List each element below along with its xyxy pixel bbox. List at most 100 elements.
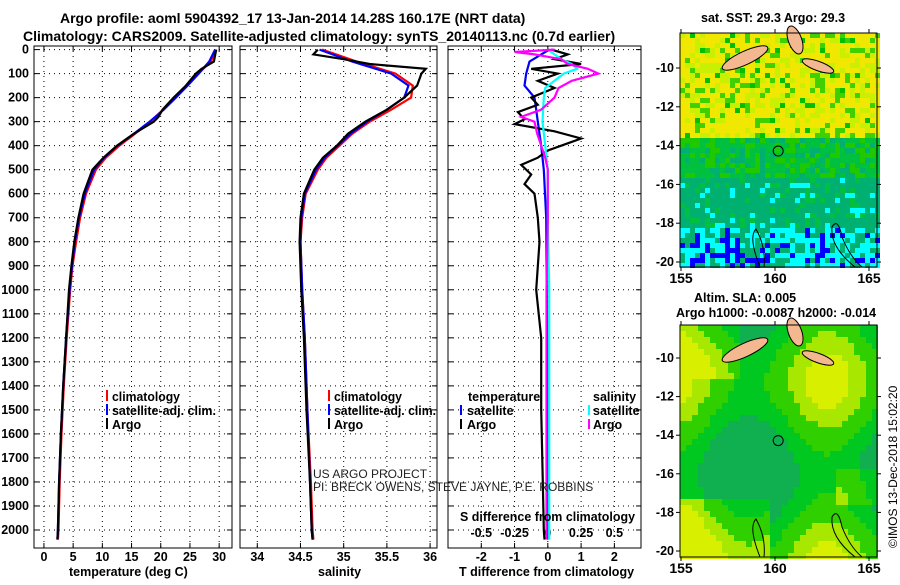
map-cell — [780, 263, 785, 268]
map-cell — [830, 553, 836, 559]
map-cell — [685, 103, 690, 108]
map-cell — [835, 73, 840, 78]
map-cell — [685, 48, 690, 53]
map-cell — [790, 238, 795, 243]
map-cell — [794, 379, 800, 385]
map-cell — [686, 427, 692, 433]
map-cell — [750, 258, 755, 263]
legend-swatch-argo — [106, 418, 108, 429]
map-cell — [734, 379, 740, 385]
map-cell — [764, 325, 770, 331]
map-cell — [760, 108, 765, 113]
map-cell — [755, 208, 760, 213]
map-cell — [818, 535, 824, 541]
map-cell — [770, 397, 776, 403]
legend-label: satellite — [467, 404, 514, 418]
map-cell — [692, 331, 698, 337]
map-cell — [795, 223, 800, 228]
map-cell — [690, 218, 695, 223]
map-cell — [734, 391, 740, 397]
map-cell — [764, 529, 770, 535]
map-cell — [686, 475, 692, 481]
map-cell — [685, 98, 690, 103]
map-cell — [686, 367, 692, 373]
map-cell — [730, 73, 735, 78]
map-cell — [710, 337, 716, 343]
map-cell — [755, 43, 760, 48]
map-cell — [872, 373, 878, 379]
map-cell — [752, 409, 758, 415]
map-cell — [720, 33, 725, 38]
map-cell — [830, 415, 836, 421]
map-cell — [860, 373, 866, 379]
depth-tick-label: 2000 — [1, 523, 29, 537]
credit-line2: PI: BRECK OWENS, STEVE JAYNE, P.E. ROBBI… — [313, 480, 593, 494]
map-cell — [745, 133, 750, 138]
map-cell — [860, 457, 866, 463]
map-cell — [722, 529, 728, 535]
map-cell — [805, 113, 810, 118]
map-cell — [820, 188, 825, 193]
map-cell — [872, 535, 878, 541]
map-cell — [705, 228, 710, 233]
map-cell — [746, 427, 752, 433]
map-cell — [725, 233, 730, 238]
map-cell — [755, 113, 760, 118]
map-cell — [770, 233, 775, 238]
map-cell — [740, 153, 745, 158]
map-cell — [788, 463, 794, 469]
map-cell — [840, 258, 845, 263]
map-cell — [825, 203, 830, 208]
map-cell — [750, 138, 755, 143]
map-cell — [734, 451, 740, 457]
map-cell — [790, 143, 795, 148]
map-cell — [810, 248, 815, 253]
map-cell — [788, 541, 794, 547]
map-cell — [812, 385, 818, 391]
map-cell — [705, 113, 710, 118]
map-cell — [788, 403, 794, 409]
map-cell — [794, 475, 800, 481]
map-cell — [734, 397, 740, 403]
map-cell — [845, 228, 850, 233]
map-cell — [855, 123, 860, 128]
map-cell — [695, 218, 700, 223]
map-cell — [824, 427, 830, 433]
map-cell — [845, 193, 850, 198]
map-cell — [728, 505, 734, 511]
map-cell — [820, 238, 825, 243]
map-cell — [815, 238, 820, 243]
map-cell — [750, 208, 755, 213]
map-cell — [722, 463, 728, 469]
map-cell — [760, 103, 765, 108]
map-cell — [750, 228, 755, 233]
map-cell — [720, 108, 725, 113]
x-tick-label: -1 — [509, 550, 520, 564]
map-cell — [770, 421, 776, 427]
x-tick-label: 36 — [423, 550, 437, 564]
map-cell — [870, 213, 875, 218]
map-cell — [840, 108, 845, 113]
map-cell — [775, 198, 780, 203]
map-cell — [788, 535, 794, 541]
map-cell — [815, 203, 820, 208]
map-cell — [725, 53, 730, 58]
map-cell — [764, 547, 770, 553]
map-cell — [848, 439, 854, 445]
map-cell — [735, 228, 740, 233]
coastline — [752, 228, 765, 268]
map-cell — [776, 337, 782, 343]
map-cell — [690, 73, 695, 78]
map-cell — [695, 253, 700, 258]
coastline — [752, 518, 765, 558]
map-cell — [810, 78, 815, 83]
island-shape — [801, 58, 835, 74]
island-shape — [721, 337, 769, 363]
map-cell — [734, 325, 740, 331]
map-cell — [848, 421, 854, 427]
map-cell — [800, 33, 805, 38]
map-cell — [866, 427, 872, 433]
map-cell — [716, 391, 722, 397]
map-cell — [730, 153, 735, 158]
map-cell — [854, 511, 860, 517]
